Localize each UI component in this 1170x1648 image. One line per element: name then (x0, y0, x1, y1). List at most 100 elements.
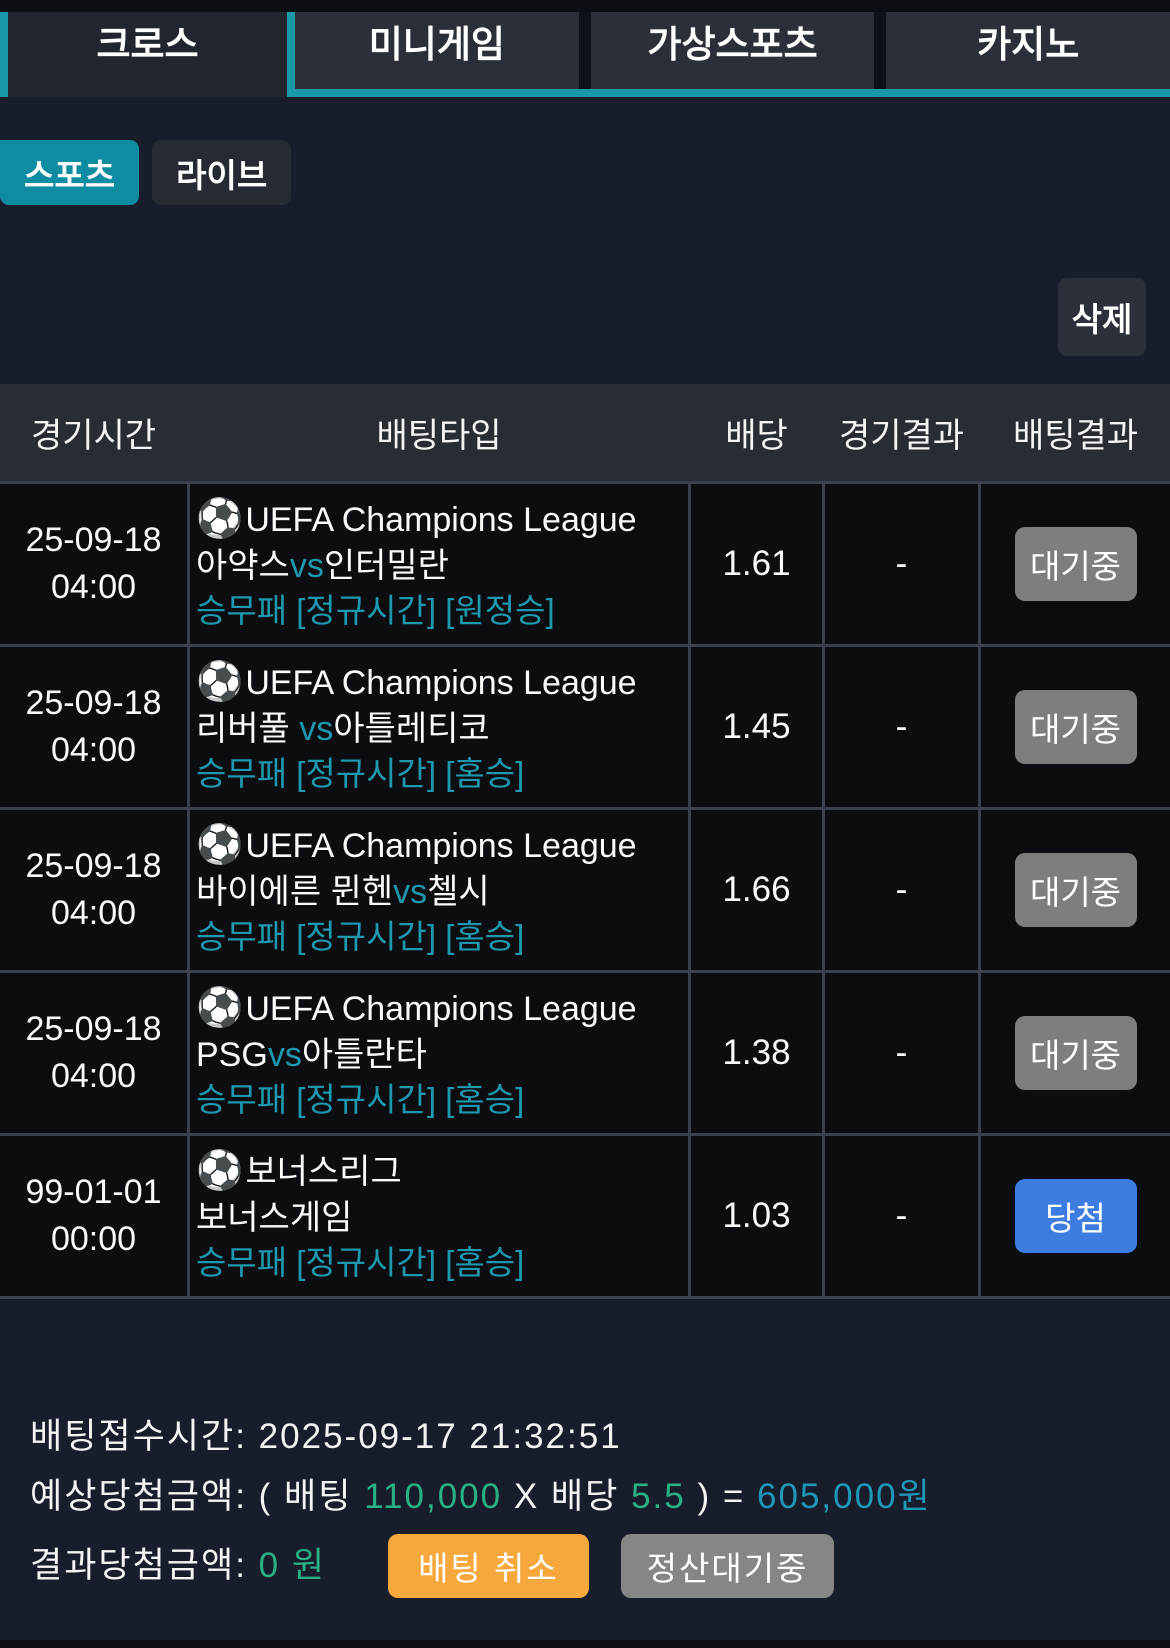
live-button[interactable]: 라이브 (152, 140, 292, 205)
table-header-row: 경기시간 배팅타입 배당 경기결과 배팅결과 (0, 384, 1170, 481)
match-result-cell: - (825, 647, 978, 807)
match-result-cell: - (825, 484, 978, 644)
receipt-time-value: 2025-09-17 21:32:51 (258, 1417, 622, 1456)
match-clock: 04:00 (50, 1057, 137, 1095)
soccer-ball-icon: ⚽ (196, 1149, 244, 1192)
soccer-ball-icon: ⚽ (196, 986, 244, 1029)
tab-minigame[interactable]: 미니게임 (295, 12, 579, 89)
header-match-result: 경기결과 (838, 417, 965, 455)
header-bet-type: 배팅타입 (376, 417, 502, 455)
bet-type-cell: ⚽UEFA Champions League PSGvs아틀란타 승무패 [정규… (190, 973, 688, 1133)
status-badge: 당첨 (1014, 1179, 1137, 1253)
table-row: 99-01-01 00:00 ⚽보너스리그 보너스게임 승무패 [정규시간] [… (0, 1136, 1170, 1296)
league-name: UEFA Champions League (245, 500, 637, 539)
top-edge-bar (0, 0, 1170, 12)
bet-type-cell: ⚽UEFA Champions League 리버풀 vs아틀레티코 승무패 [… (190, 647, 688, 807)
total-odds-value: 5.5 (631, 1477, 686, 1516)
match-date: 25-09-18 (25, 847, 162, 885)
bottom-edge-bar (0, 1640, 1170, 1648)
league-name: UEFA Champions League (245, 989, 637, 1028)
table-row: 25-09-18 04:00 ⚽UEFA Champions League PS… (0, 973, 1170, 1133)
tab-cross[interactable]: 크로스 (0, 12, 295, 97)
match-clock: 04:00 (50, 731, 137, 769)
bet-result-cell: 대기중 (981, 810, 1170, 970)
odds-cell: 1.61 (691, 484, 822, 644)
bet-history-table: 경기시간 배팅타입 배당 경기결과 배팅결과 25-09-18 04:00 ⚽U… (0, 384, 1170, 1299)
home-team: 리버풀 (196, 709, 300, 748)
result-amount-line: 결과당첨금액: 0 원 배팅 취소 정산대기중 (30, 1533, 1170, 1599)
match-result-cell: - (825, 810, 978, 970)
match-time-cell: 25-09-18 04:00 (0, 484, 187, 644)
expected-win-amount: 605,000원 (757, 1477, 932, 1516)
odds-cell: 1.03 (691, 1136, 822, 1296)
bet-result-cell: 대기중 (981, 647, 1170, 807)
formula-close: ) = (697, 1477, 746, 1516)
pick-detail: 승무패 [정규시간] [원정승] (196, 591, 555, 629)
tab-virtual-sports[interactable]: 가상스포츠 (590, 12, 875, 89)
bet-type-cell: ⚽UEFA Champions League 바이에른 뮌헨vs첼시 승무패 [… (190, 810, 688, 970)
header-bet-result: 배팅결과 (1012, 417, 1139, 455)
status-badge: 대기중 (1014, 853, 1137, 927)
home-team: 보너스게임 (196, 1198, 353, 1237)
receipt-time-line: 배팅접수시간: 2025-09-17 21:32:51 (30, 1417, 1170, 1457)
table-row: 25-09-18 04:00 ⚽UEFA Champions League 아약… (0, 484, 1170, 644)
pick-detail: 승무패 [정규시간] [홈승] (196, 1080, 525, 1118)
receipt-time-label: 배팅접수시간: (30, 1417, 247, 1456)
bet-result-cell: 대기중 (981, 973, 1170, 1133)
pick-detail: 승무패 [정규시간] [홈승] (196, 917, 525, 955)
soccer-ball-icon: ⚽ (196, 497, 244, 540)
away-team: 아틀란타 (301, 1035, 427, 1074)
sports-button[interactable]: 스포츠 (0, 140, 140, 205)
odds-cell: 1.38 (691, 973, 822, 1133)
delete-button[interactable]: 삭제 (1058, 278, 1146, 356)
delete-row: 삭제 (0, 278, 1170, 356)
bet-amount-value: 110,000 (364, 1477, 503, 1516)
bet-type-cell: ⚽UEFA Champions League 아약스vs인터밀란 승무패 [정규… (190, 484, 688, 644)
table-body: 25-09-18 04:00 ⚽UEFA Champions League 아약… (0, 481, 1170, 1299)
match-time-cell: 25-09-18 04:00 (0, 810, 187, 970)
pick-detail: 승무패 [정규시간] [홈승] (196, 1243, 525, 1281)
bet-result-cell: 당첨 (981, 1136, 1170, 1296)
soccer-ball-icon: ⚽ (196, 823, 244, 866)
tab-casino[interactable]: 카지노 (886, 12, 1170, 89)
match-date: 25-09-18 (25, 684, 162, 722)
header-match-time: 경기시간 (30, 417, 157, 455)
status-badge: 대기중 (1014, 527, 1137, 601)
away-team: 아틀레티코 (333, 709, 490, 748)
league-name: UEFA Champions League (245, 826, 637, 865)
table-row: 25-09-18 04:00 ⚽UEFA Champions League 리버… (0, 647, 1170, 807)
formula-open: ( 배팅 (258, 1477, 353, 1516)
odds-cell: 1.45 (691, 647, 822, 807)
vs-label: vs (289, 546, 324, 585)
expected-amount-line: 예상당첨금액: ( 배팅 110,000 X 배당 5.5 ) = 605,00… (30, 1477, 1170, 1517)
expected-amount-label: 예상당첨금액: (30, 1477, 247, 1516)
league-name: UEFA Champions League (245, 663, 637, 702)
match-clock: 04:00 (50, 894, 137, 932)
away-team: 첼시 (427, 872, 490, 911)
vs-label: vs (299, 709, 334, 748)
match-result-cell: - (825, 1136, 978, 1296)
result-amount-value: 0 원 (258, 1546, 327, 1585)
away-team: 인터밀란 (323, 546, 449, 585)
match-clock: 04:00 (50, 568, 137, 606)
odds-cell: 1.66 (691, 810, 822, 970)
home-team: 아약스 (196, 546, 290, 585)
match-date: 99-01-01 (25, 1173, 162, 1211)
sub-tab-bar: 스포츠 라이브 (0, 140, 1170, 205)
match-result-cell: - (825, 973, 978, 1133)
vs-label: vs (393, 872, 428, 911)
soccer-ball-icon: ⚽ (196, 660, 244, 703)
match-date: 25-09-18 (25, 1010, 162, 1048)
settlement-pending-button[interactable]: 정산대기중 (620, 1534, 835, 1598)
status-badge: 대기중 (1014, 1016, 1137, 1090)
vs-label: vs (267, 1035, 302, 1074)
match-time-cell: 25-09-18 04:00 (0, 973, 187, 1133)
formula-mid: X 배당 (513, 1477, 620, 1516)
tab-group: 미니게임 가상스포츠 카지노 (295, 12, 1170, 97)
home-team: 바이에른 뮌헨 (196, 872, 394, 911)
bet-result-cell: 대기중 (981, 484, 1170, 644)
bet-summary: 배팅접수시간: 2025-09-17 21:32:51 예상당첨금액: ( 배팅… (0, 1417, 1170, 1599)
table-row: 25-09-18 04:00 ⚽UEFA Champions League 바이… (0, 810, 1170, 970)
cancel-bet-button[interactable]: 배팅 취소 (388, 1534, 589, 1598)
bet-type-cell: ⚽보너스리그 보너스게임 승무패 [정규시간] [홈승] (190, 1136, 688, 1296)
